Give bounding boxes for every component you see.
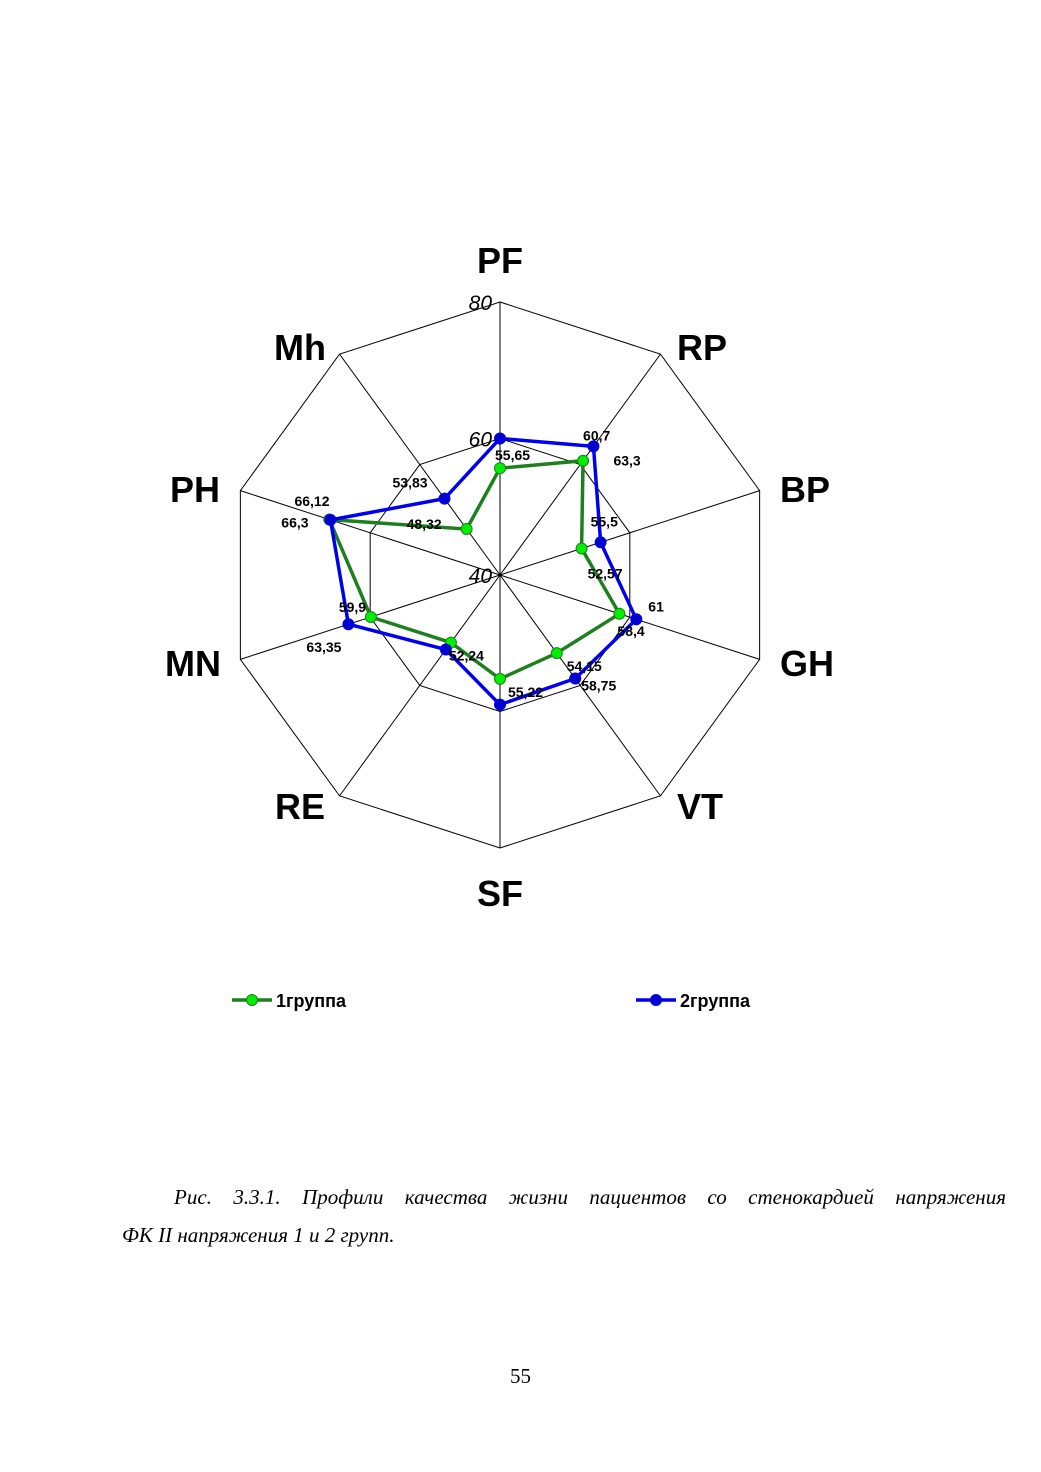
tick-label-60: 60 bbox=[469, 429, 493, 452]
radar-series bbox=[323, 432, 643, 711]
series-2-point-re bbox=[439, 643, 452, 656]
data-label-s1-bp: 52,57 bbox=[588, 565, 623, 581]
series-1-point-sf bbox=[494, 672, 506, 685]
data-label-s1-rp: 60,7 bbox=[583, 428, 610, 444]
legend-marker-2 bbox=[650, 994, 662, 1006]
data-label-s1-ph: 66,3 bbox=[281, 515, 308, 531]
figure-caption: Рис. 3.3.1. Профили качества жизни пацие… bbox=[122, 1178, 1006, 1254]
spoke-ph bbox=[240, 490, 501, 576]
data-label-s1-vt: 54,15 bbox=[567, 658, 602, 674]
axis-label-sf: SF bbox=[477, 873, 523, 914]
data-label-s2-bp: 55,5 bbox=[591, 513, 618, 529]
axis-label-mn: MN bbox=[165, 643, 221, 684]
data-label-s1-re: 52,24 bbox=[449, 648, 484, 664]
spoke-re bbox=[339, 574, 501, 797]
axis-label-bp: BP bbox=[780, 469, 830, 510]
series-1-point-bp bbox=[575, 542, 588, 555]
spoke-gh bbox=[499, 574, 760, 660]
axis-label-pf: PF bbox=[477, 240, 523, 281]
series-2-point-bp bbox=[594, 536, 607, 549]
series-1-point-rp bbox=[577, 454, 590, 467]
series-2-point-pf bbox=[494, 432, 506, 445]
series-2-point-mn bbox=[342, 618, 355, 631]
tick-label-40: 40 bbox=[469, 565, 493, 588]
data-label-s2-rp: 63,3 bbox=[613, 452, 640, 468]
chart-legend: 1группа 2группа bbox=[232, 991, 751, 1011]
tick-label-80: 80 bbox=[469, 292, 493, 315]
series-1-point-mn bbox=[364, 610, 377, 623]
caption-line-2: ФК II напряжения 1 и 2 групп. bbox=[122, 1223, 395, 1247]
axis-label-rp: RP bbox=[677, 327, 727, 368]
caption-line-1: Рис. 3.3.1. Профили качества жизни пацие… bbox=[174, 1185, 1006, 1209]
data-label-s1-gh: 58,4 bbox=[617, 623, 644, 639]
series-2-point-mh bbox=[438, 492, 451, 505]
series-2-point-gh bbox=[630, 613, 643, 626]
data-label-s1-mh: 48,32 bbox=[407, 516, 442, 532]
radar-data-labels: 55,65 60,7 52,57 58,4 54,15 55,22 52,24 59,9 66,… bbox=[281, 428, 664, 700]
radar-grid bbox=[239, 301, 761, 849]
data-label-s2-mh: 53,83 bbox=[393, 475, 428, 491]
series-1-point-vt bbox=[550, 647, 563, 660]
radar-axis-labels: PF RP BP GH VT SF RE MN PH Mh bbox=[165, 240, 834, 914]
axis-label-mh: Mh bbox=[274, 327, 326, 368]
data-label-s2-mn: 63,35 bbox=[306, 639, 341, 655]
series-2-point-vt bbox=[569, 672, 582, 685]
radar-tick-labels: 40 60 80 bbox=[469, 292, 493, 588]
axis-label-vt: VT bbox=[677, 786, 723, 827]
series-1-point-pf bbox=[494, 462, 506, 475]
data-label-s2-ph: 66,12 bbox=[294, 493, 329, 509]
spoke-mh bbox=[339, 353, 501, 576]
data-label-s2-vt: 58,75 bbox=[581, 678, 616, 694]
legend-label-1: 1группа bbox=[276, 991, 347, 1011]
page-number: 55 bbox=[510, 1364, 531, 1388]
series-2-point-sf bbox=[494, 698, 506, 711]
radar-chart: 40 60 80 PF RP BP GH VT SF RE MN PH Mh 55,65 60,7 52,… bbox=[165, 240, 834, 1011]
axis-label-re: RE bbox=[275, 786, 325, 827]
series-2-point-ph bbox=[324, 513, 337, 526]
data-label-s2-gh: 61 bbox=[648, 598, 664, 614]
series-1-point-mh bbox=[460, 523, 473, 536]
axis-label-ph: PH bbox=[170, 469, 220, 510]
legend-marker-1 bbox=[246, 994, 258, 1006]
legend-label-2: 2группа bbox=[680, 991, 751, 1011]
spoke-vt bbox=[499, 574, 661, 797]
spoke-bp bbox=[499, 490, 760, 576]
data-label-s1-pf: 55,65 bbox=[495, 447, 530, 463]
series-1-point-gh bbox=[613, 607, 626, 620]
data-label-s1-sf: 55,22 bbox=[508, 684, 543, 700]
data-label-s1-mn: 59,9 bbox=[339, 599, 366, 615]
series-2-point-rp bbox=[587, 440, 600, 453]
axis-label-gh: GH bbox=[780, 643, 834, 684]
